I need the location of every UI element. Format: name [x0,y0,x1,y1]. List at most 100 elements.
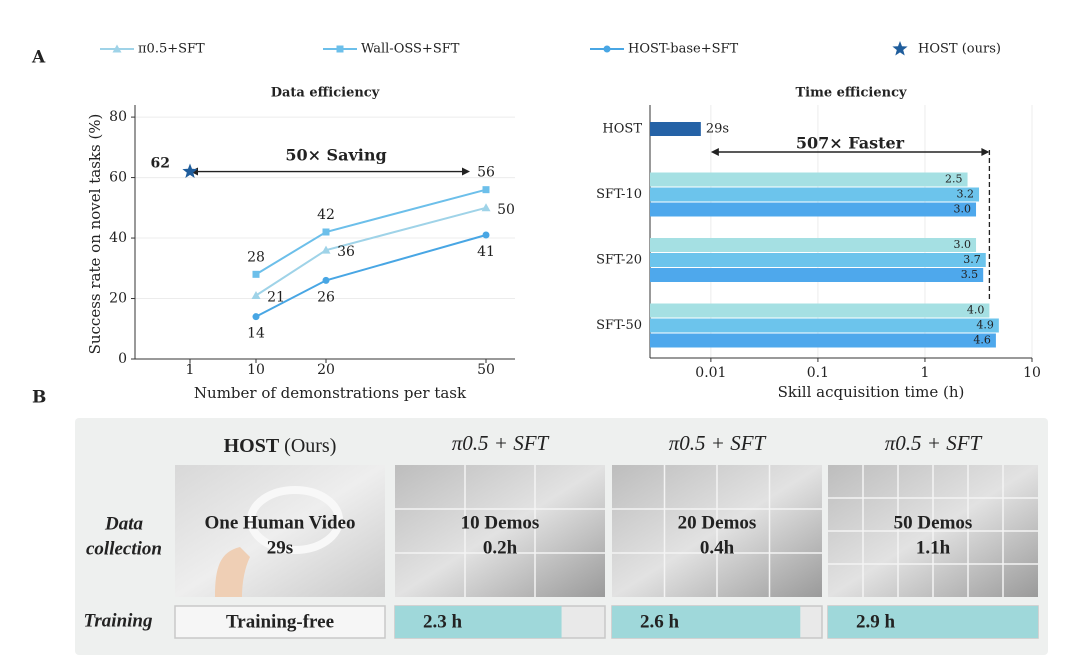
row-label: Data [104,513,144,534]
image-caption: 0.4h [700,537,735,558]
x-tick-label: 0.01 [695,365,726,381]
data-label: 56 [477,165,495,181]
row-label: Training [84,610,153,631]
series-line [255,188,487,276]
y-tick-label: 60 [109,170,127,186]
column-header: π0.5 + SFT [885,431,983,455]
image-caption: One Human Video [205,512,356,533]
panel-label: B [32,388,46,408]
y-tick-label: HOST [602,122,642,137]
image-caption: 1.1h [916,537,951,558]
data-label: 3.7 [963,253,981,266]
image-placeholder [395,465,605,597]
legend-marker [336,45,344,53]
training-label: 2.9 h [856,611,896,632]
annotation: 507× Faster [796,134,905,153]
data-label: 26 [317,289,335,305]
y-tick-label: SFT-20 [596,253,642,268]
training-box [174,605,386,639]
data-point [252,270,260,278]
data-label: 4.9 [976,319,994,332]
training-label: 2.3 h [423,611,463,632]
data-label: 36 [337,244,355,260]
bar [650,202,977,217]
header-bold: HOST [224,435,280,457]
data-label: 2.5 [945,173,963,186]
data-point [252,313,260,321]
x-tick-label: 1 [920,365,929,381]
y-tick-label: SFT-10 [596,187,642,202]
data-label: 3.0 [954,238,972,251]
y-axis-label: Success rate on novel tasks (%) [86,114,104,355]
x-tick-label: 10 [1023,365,1041,381]
bar [650,303,990,318]
data-label: 4.0 [967,304,985,317]
legend-label: π0.5+SFT [138,42,205,57]
legend-label: HOST (ours) [918,42,1001,57]
y-tick-label: 40 [109,230,127,246]
image-detail [247,486,343,554]
bar [650,318,999,333]
column-header: π0.5 + SFT [669,431,767,455]
image-caption: 20 Demos [678,512,757,533]
series-line [255,234,487,318]
legend-marker [603,45,611,53]
data-label: 28 [247,249,265,265]
annotation: 50× Saving [285,146,386,165]
y-tick-label: 80 [109,109,127,125]
data-label: 42 [317,207,335,223]
bar [650,187,980,202]
x-axis-label: Number of demonstrations per task [194,384,467,402]
image-caption: 50 Demos [894,512,973,533]
column-header: HOST (Ours) [224,435,337,457]
bar [650,333,996,348]
x-tick-label: 0.1 [807,365,829,381]
image-caption: 10 Demos [461,512,540,533]
image-caption: 29s [267,537,293,558]
y-tick-label: 0 [118,351,127,367]
training-bar [612,606,801,638]
x-tick-label: 1 [186,362,195,378]
header-text: (Ours) [279,435,336,457]
x-tick-label: 50 [477,362,495,378]
data-point [322,228,330,236]
data-label: 4.6 [973,334,991,347]
y-tick-label: 20 [109,291,127,307]
column-header: π0.5 + SFT [452,431,550,455]
data-point [251,291,261,299]
data-label: 29s [706,122,729,137]
data-label: 3.0 [954,203,972,216]
bar [650,268,984,282]
data-label: 3.5 [961,268,979,281]
data-point [482,231,490,239]
x-tick-label: 20 [317,362,335,378]
data-point [322,276,330,284]
training-bar [395,606,562,638]
data-label: 3.2 [957,188,975,201]
training-label: 2.6 h [640,611,680,632]
x-axis-label: Skill acquisition time (h) [778,383,965,401]
legend-label: HOST-base+SFT [628,42,739,57]
training-label: Training-free [226,611,334,632]
data-point [321,245,331,254]
data-point [182,163,198,178]
chart-title: Time efficiency [795,86,907,101]
data-label: 14 [247,326,265,342]
legend-label: Wall-OSS+SFT [361,42,460,57]
bar [650,238,977,252]
chart-title: Data efficiency [271,86,380,101]
legend-marker [892,41,908,56]
bar [650,253,986,267]
data-label: 41 [477,244,495,260]
image-placeholder [175,465,385,597]
image-caption: 0.2h [483,537,518,558]
bar [650,172,968,187]
panel-label: A [31,48,46,68]
bar [650,122,701,136]
data-label: 21 [267,290,285,306]
data-label: 62 [151,156,170,172]
row-label: collection [86,538,162,559]
x-tick-label: 10 [247,362,265,378]
data-point [481,203,491,212]
